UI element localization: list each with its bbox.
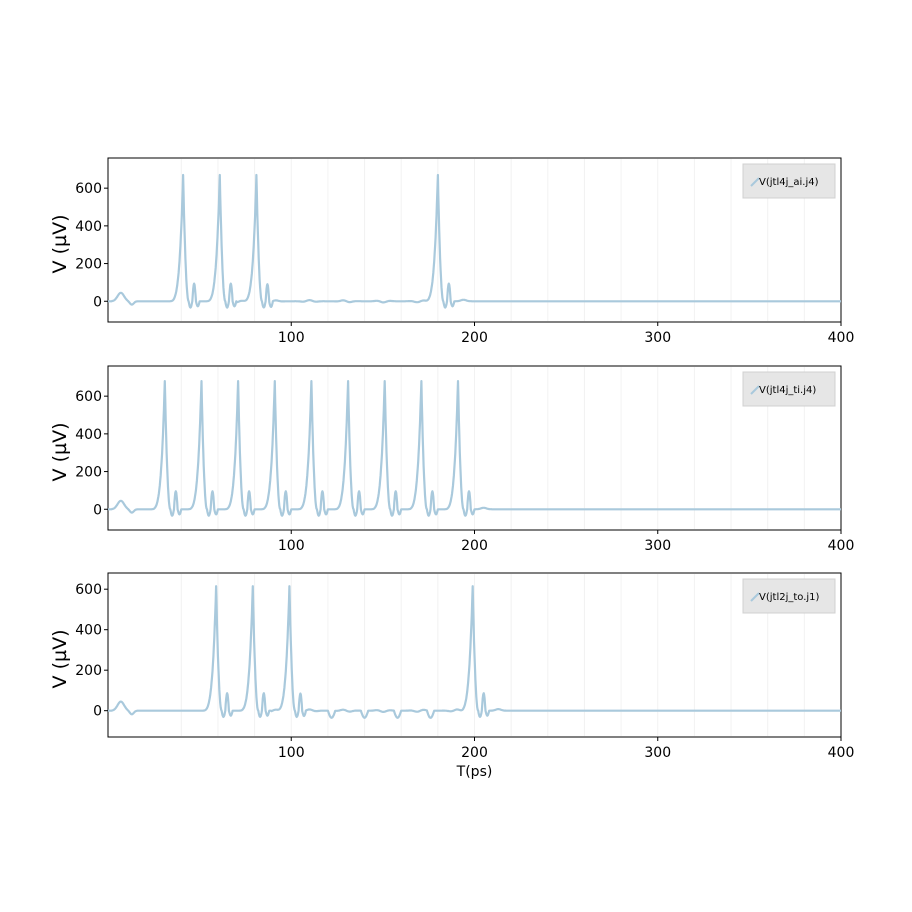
y-tick-label: 0 <box>93 502 102 518</box>
legend-entry: V(jtl4j_ti.j4) <box>759 385 816 396</box>
x-axis-label: T(ps) <box>456 764 493 780</box>
y-axis-label: V (µV) <box>49 215 71 274</box>
y-axis-label: V (µV) <box>49 630 71 689</box>
legend-swatch <box>750 385 760 395</box>
y-tick-label: 600 <box>75 181 102 197</box>
legend <box>742 163 836 199</box>
y-tick-label: 0 <box>93 294 102 310</box>
series-line <box>108 585 841 719</box>
legend-entry: V(jtl2j_to.j1) <box>759 592 820 603</box>
legend-entry: V(jtl4j_ai.j4) <box>759 177 819 188</box>
x-tick-label: 300 <box>644 538 671 554</box>
x-tick-label: 200 <box>461 745 488 761</box>
legend <box>742 371 836 407</box>
chart-panel-3: 100 200 300 400 0 200 400 600 V (µV) T(ps) V(jtl2j… <box>49 572 855 780</box>
y-tick-label: 400 <box>75 427 102 443</box>
legend <box>742 578 836 614</box>
x-tick-label: 400 <box>828 538 855 554</box>
y-tick-label: 200 <box>75 257 102 273</box>
x-tick-label: 300 <box>644 330 671 346</box>
y-tick-label: 200 <box>75 663 102 679</box>
y-tick-label: 400 <box>75 623 102 639</box>
x-tick-label: 100 <box>278 538 305 554</box>
legend-swatch <box>750 592 760 602</box>
chart-panel-2: 100 200 300 400 0 200 400 600 V (µV) V(jtl4j_ti.j… <box>49 365 855 554</box>
y-tick-label: 600 <box>75 389 102 405</box>
y-tick-label: 400 <box>75 219 102 235</box>
chart-panel-1: 100 200 300 400 0 200 400 600 V (µV) V(jtl4j_ai.j… <box>49 157 855 346</box>
y-tick-label: 0 <box>93 704 102 720</box>
y-tick-label: 200 <box>75 465 102 481</box>
series-line <box>108 380 841 517</box>
x-tick-label: 300 <box>644 745 671 761</box>
x-tick-label: 400 <box>828 330 855 346</box>
y-tick-label: 600 <box>75 582 102 598</box>
y-axis-label: V (µV) <box>49 423 71 482</box>
x-tick-label: 100 <box>278 745 305 761</box>
x-tick-label: 200 <box>461 330 488 346</box>
series-line <box>108 173 841 309</box>
x-tick-label: 400 <box>828 745 855 761</box>
x-tick-label: 100 <box>278 330 305 346</box>
x-tick-label: 200 <box>461 538 488 554</box>
legend-swatch <box>750 177 760 187</box>
